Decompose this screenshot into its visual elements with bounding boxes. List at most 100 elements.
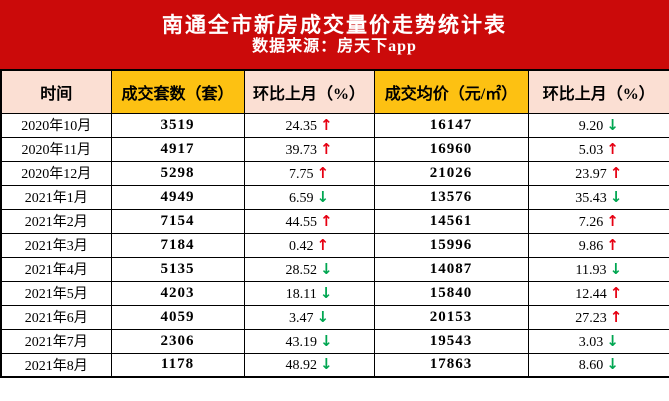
- col-header-price: 成交均价（元/㎡）: [373, 69, 529, 114]
- price-mom-value: 7.26: [578, 214, 604, 230]
- month-cell: 2021年1月: [0, 184, 112, 210]
- price-mom-cell: 11.93 ↓: [527, 256, 669, 282]
- up-arrow-icon: ↑: [316, 163, 330, 182]
- table-row: 2020年12月 5298 7.75 ↑ 21026 23.97 ↑: [0, 160, 669, 186]
- down-arrow-icon: ↓: [606, 331, 619, 350]
- price-mom-value: 11.93: [575, 262, 607, 278]
- table-row: 2021年8月 1178 48.92 ↓ 17863 8.60 ↓: [0, 352, 669, 378]
- price-mom-value: 35.43: [575, 190, 607, 206]
- down-arrow-icon: ↓: [606, 355, 619, 374]
- col-header-time: 时间: [0, 69, 112, 114]
- deals-count-cell: 7154: [110, 208, 245, 234]
- price-mom-value: 12.44: [575, 286, 607, 302]
- up-arrow-icon: ↑: [606, 235, 619, 254]
- table-row: 2021年5月 4203 18.11 ↓ 15840 12.44 ↑: [0, 280, 669, 306]
- up-arrow-icon: ↑: [606, 211, 619, 230]
- page-title: 南通全市新房成交量价走势统计表: [162, 12, 507, 37]
- deals-mom-value: 48.92: [285, 358, 317, 374]
- deals-mom-value: 43.19: [285, 334, 317, 350]
- table-body: 2020年10月 3519 24.35 ↑ 16147 9.20 ↓ 2020年11…: [0, 112, 669, 378]
- deals-mom-value: 7.75: [288, 166, 314, 182]
- deals-mom-value: 0.42: [288, 238, 314, 254]
- deals-count-cell: 1178: [110, 352, 245, 378]
- avg-price-cell: 15996: [373, 232, 529, 258]
- price-mom-value: 8.60: [578, 358, 604, 374]
- deals-mom-cell: 7.75 ↑: [243, 160, 375, 186]
- price-mom-cell: 27.23 ↑: [527, 304, 669, 330]
- deals-mom-value: 24.35: [285, 118, 317, 134]
- deals-mom-value: 28.52: [285, 262, 317, 278]
- col-header-price-mom: 环比上月（%）: [527, 69, 669, 114]
- deals-count-cell: 4917: [110, 136, 245, 162]
- deals-mom-cell: 24.35 ↑: [243, 112, 375, 138]
- deals-count-cell: 2306: [110, 328, 245, 354]
- avg-price-cell: 13576: [373, 184, 529, 210]
- price-mom-cell: 5.03 ↑: [527, 136, 669, 162]
- price-mom-value: 23.97: [575, 166, 607, 182]
- avg-price-cell: 17863: [373, 352, 529, 378]
- month-cell: 2021年4月: [0, 256, 112, 282]
- up-arrow-icon: ↑: [609, 283, 623, 302]
- header-row: 时间 成交套数（套） 环比上月（%） 成交均价（元/㎡） 环比上月（%）: [0, 69, 669, 114]
- price-mom-cell: 9.86 ↑: [527, 232, 669, 258]
- table-row: 2021年7月 2306 43.19 ↓ 19543 3.03 ↓: [0, 328, 669, 354]
- price-mom-cell: 12.44 ↑: [527, 280, 669, 306]
- deals-count-cell: 4203: [110, 280, 245, 306]
- title-banner: 南通全市新房成交量价走势统计表 数据来源：房天下app: [0, 0, 669, 69]
- month-cell: 2021年6月: [0, 304, 112, 330]
- month-cell: 2020年12月: [0, 160, 112, 186]
- table-header: 时间 成交套数（套） 环比上月（%） 成交均价（元/㎡） 环比上月（%）: [0, 69, 669, 114]
- price-mom-cell: 7.26 ↑: [527, 208, 669, 234]
- deals-mom-cell: 48.92 ↓: [243, 352, 375, 378]
- deals-count-cell: 5135: [110, 256, 245, 282]
- avg-price-cell: 19543: [373, 328, 529, 354]
- table-row: 2020年10月 3519 24.35 ↑ 16147 9.20 ↓: [0, 112, 669, 138]
- price-mom-cell: 3.03 ↓: [527, 328, 669, 354]
- avg-price-cell: 16960: [373, 136, 529, 162]
- down-arrow-icon: ↓: [609, 187, 623, 206]
- down-arrow-icon: ↓: [319, 259, 333, 278]
- price-mom-cell: 9.20 ↓: [527, 112, 669, 138]
- avg-price-cell: 15840: [373, 280, 529, 306]
- month-cell: 2021年5月: [0, 280, 112, 306]
- down-arrow-icon: ↓: [316, 187, 330, 206]
- deals-mom-cell: 39.73 ↑: [243, 136, 375, 162]
- price-mom-value: 9.86: [578, 238, 604, 254]
- price-mom-cell: 35.43 ↓: [527, 184, 669, 210]
- table-row: 2021年3月 7184 0.42 ↑ 15996 9.86 ↑: [0, 232, 669, 258]
- down-arrow-icon: ↓: [316, 307, 330, 326]
- deals-mom-cell: 44.55 ↑: [243, 208, 375, 234]
- up-arrow-icon: ↑: [319, 115, 333, 134]
- month-cell: 2020年10月: [0, 112, 112, 138]
- table-row: 2021年2月 7154 44.55 ↑ 14561 7.26 ↑: [0, 208, 669, 234]
- deals-count-cell: 4949: [110, 184, 245, 210]
- month-cell: 2020年11月: [0, 136, 112, 162]
- up-arrow-icon: ↑: [316, 235, 330, 254]
- month-cell: 2021年2月: [0, 208, 112, 234]
- up-arrow-icon: ↑: [609, 307, 623, 326]
- avg-price-cell: 14087: [373, 256, 529, 282]
- deals-count-cell: 7184: [110, 232, 245, 258]
- deals-mom-cell: 43.19 ↓: [243, 328, 375, 354]
- stats-table: 时间 成交套数（套） 环比上月（%） 成交均价（元/㎡） 环比上月（%） 202…: [0, 69, 669, 378]
- deals-mom-cell: 0.42 ↑: [243, 232, 375, 258]
- down-arrow-icon: ↓: [609, 259, 623, 278]
- up-arrow-icon: ↑: [319, 211, 333, 230]
- price-mom-value: 3.03: [578, 334, 604, 350]
- avg-price-cell: 16147: [373, 112, 529, 138]
- month-cell: 2021年8月: [0, 352, 112, 378]
- down-arrow-icon: ↓: [319, 331, 333, 350]
- up-arrow-icon: ↑: [319, 139, 333, 158]
- deals-mom-cell: 3.47 ↓: [243, 304, 375, 330]
- down-arrow-icon: ↓: [606, 115, 619, 134]
- data-source-label: 数据来源：房天下app: [252, 37, 417, 55]
- deals-mom-value: 39.73: [285, 142, 317, 158]
- month-cell: 2021年7月: [0, 328, 112, 354]
- price-mom-value: 9.20: [578, 118, 604, 134]
- avg-price-cell: 14561: [373, 208, 529, 234]
- avg-price-cell: 20153: [373, 304, 529, 330]
- col-header-deals: 成交套数（套）: [110, 69, 245, 114]
- up-arrow-icon: ↑: [609, 163, 623, 182]
- price-mom-cell: 8.60 ↓: [527, 352, 669, 378]
- deals-mom-cell: 18.11 ↓: [243, 280, 375, 306]
